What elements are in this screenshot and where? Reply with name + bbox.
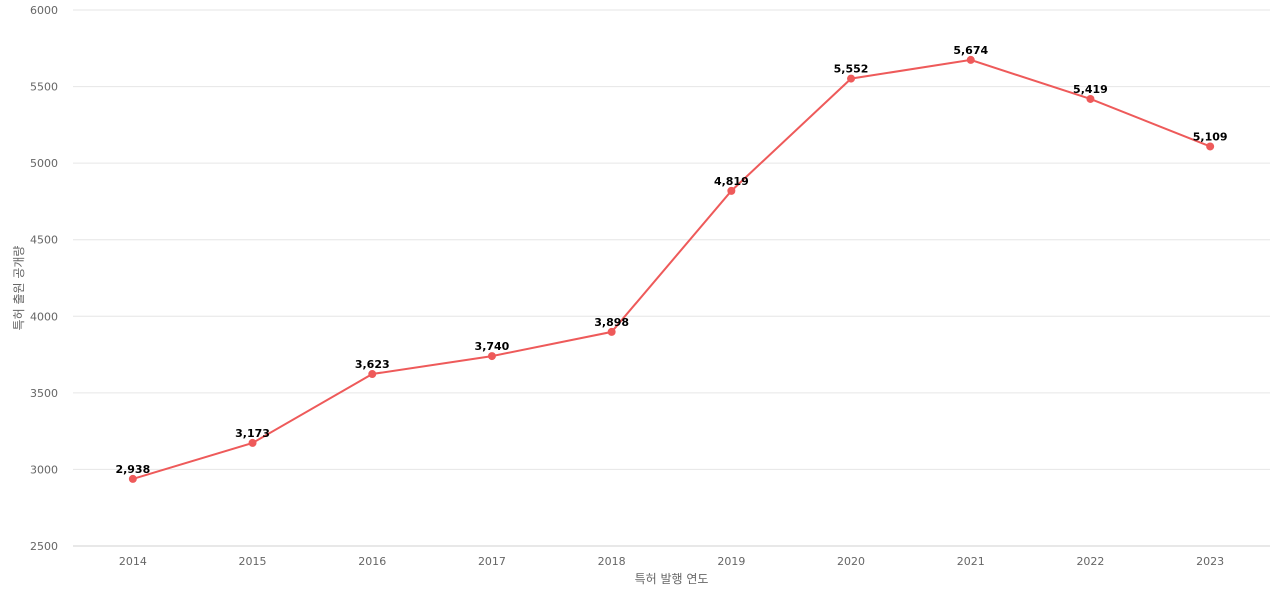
x-axis-title: 특허 발행 연도	[635, 571, 709, 586]
data-point[interactable]	[966, 55, 975, 64]
x-tick-label: 2016	[358, 555, 386, 568]
data-label: 5,674	[953, 44, 988, 57]
y-tick-label: 3500	[30, 387, 58, 400]
x-axis-ticks: 2014 2015 2016 2017 2018 2019 2020 2021 2022 2023	[119, 555, 1224, 568]
data-point[interactable]	[368, 370, 377, 379]
data-labels: 2,938 3,173 3,623 3,740 3,898 4,819 5,552 5,674…	[115, 44, 1227, 476]
y-tick-label: 5000	[30, 157, 58, 170]
x-tick-label: 2014	[119, 555, 147, 568]
x-tick-label: 2018	[598, 555, 626, 568]
y-tick-label: 6000	[30, 4, 58, 17]
data-point[interactable]	[607, 327, 616, 336]
data-label: 4,819	[714, 175, 749, 188]
data-point[interactable]	[727, 186, 736, 195]
data-point[interactable]	[248, 438, 257, 447]
data-label: 5,109	[1193, 130, 1228, 143]
x-tick-label: 2021	[957, 555, 985, 568]
y-tick-label: 5500	[30, 81, 58, 94]
data-point[interactable]	[1206, 142, 1215, 151]
data-label: 3,173	[235, 427, 270, 440]
y-tick-label: 2500	[30, 540, 58, 553]
x-tick-label: 2022	[1076, 555, 1104, 568]
data-label: 3,740	[475, 340, 510, 353]
y-tick-label: 4000	[30, 310, 58, 323]
x-tick-label: 2023	[1196, 555, 1224, 568]
data-point[interactable]	[487, 352, 496, 361]
data-point[interactable]	[847, 74, 856, 83]
y-axis-ticks: 2500 3000 3500 4000 4500 5000 5500 6000	[30, 4, 58, 553]
x-tick-label: 2015	[239, 555, 267, 568]
data-point[interactable]	[128, 474, 137, 483]
data-label: 5,552	[834, 63, 869, 76]
data-point[interactable]	[1086, 94, 1095, 103]
x-tick-label: 2017	[478, 555, 506, 568]
data-label: 2,938	[115, 463, 150, 476]
y-tick-label: 4500	[30, 234, 58, 247]
x-tick-label: 2019	[717, 555, 745, 568]
series-line	[132, 58, 1211, 480]
x-tick-label: 2020	[837, 555, 865, 568]
y-tick-label: 3000	[30, 463, 58, 476]
data-label: 3,623	[355, 358, 390, 371]
data-label: 5,419	[1073, 83, 1108, 96]
series-layer	[128, 55, 1215, 483]
grid-lines	[73, 9, 1270, 547]
data-label: 3,898	[594, 316, 629, 329]
y-axis-title: 특허 출원 공개량	[12, 246, 26, 331]
